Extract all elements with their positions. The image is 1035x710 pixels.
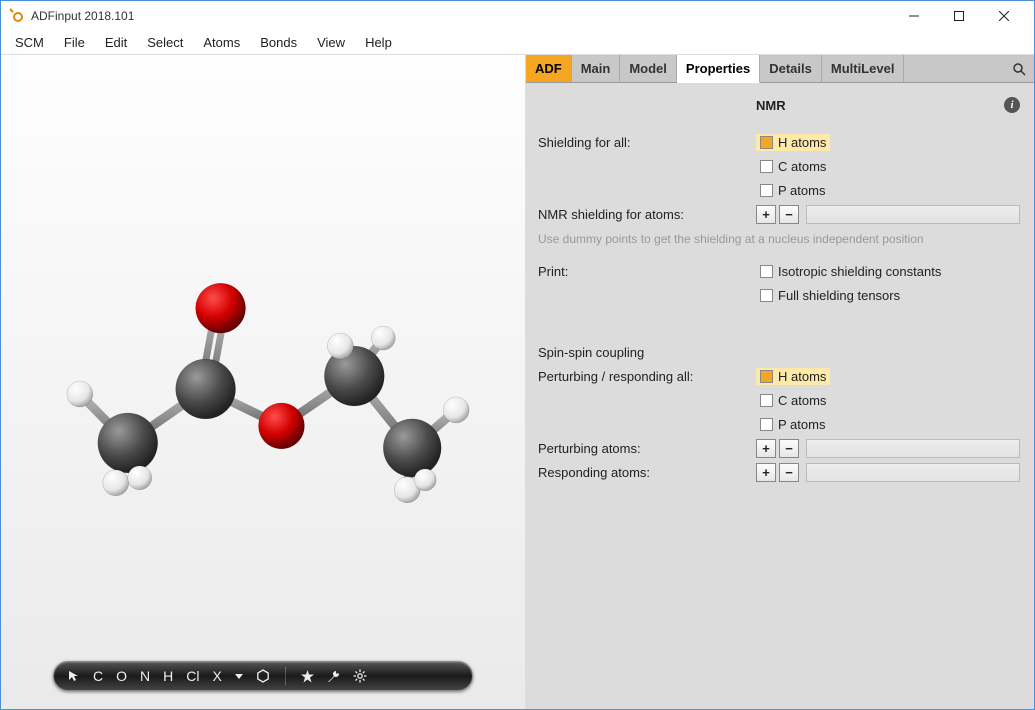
checkbox-p-atoms[interactable]: P atoms: [756, 182, 829, 199]
add-button[interactable]: +: [756, 205, 776, 224]
atom-list-field[interactable]: [806, 463, 1020, 482]
menu-view[interactable]: View: [309, 33, 353, 52]
molecule-render: [1, 55, 525, 709]
tab-details[interactable]: Details: [760, 55, 822, 82]
checkbox-full-shielding-tensors[interactable]: Full shielding tensors: [756, 287, 904, 304]
tab-adf[interactable]: ADF: [526, 55, 572, 82]
toolbar-arrow-icon[interactable]: [68, 670, 80, 682]
toolbar-star-icon[interactable]: [301, 670, 314, 683]
toolbar-gear-icon[interactable]: [353, 669, 367, 683]
toolbar-X-icon[interactable]: X: [213, 668, 222, 684]
viewport-toolbar: CONH Cl X: [53, 661, 473, 691]
toolbar-N-icon[interactable]: N: [140, 668, 150, 684]
field-label: Perturbing atoms:: [536, 441, 756, 456]
close-button[interactable]: [981, 2, 1026, 31]
app-icon: [9, 8, 25, 24]
remove-button[interactable]: −: [779, 463, 799, 482]
toolbar-H-icon[interactable]: H: [163, 668, 173, 684]
panel-title: NMR: [756, 98, 1004, 113]
minimize-button[interactable]: [891, 2, 936, 31]
search-icon[interactable]: [1004, 55, 1034, 82]
toolbar-dropdown-icon[interactable]: [235, 672, 243, 680]
app-window: ADFinput 2018.101 SCMFileEditSelectAtoms…: [0, 0, 1035, 710]
add-button[interactable]: +: [756, 439, 776, 458]
toolbar-O-icon[interactable]: O: [116, 668, 127, 684]
toolbar-ring-icon[interactable]: [256, 669, 270, 683]
checkbox-c-atoms[interactable]: C atoms: [756, 158, 830, 175]
tab-properties[interactable]: Properties: [677, 55, 760, 83]
window-title: ADFinput 2018.101: [31, 9, 134, 23]
checkbox-h-atoms[interactable]: H atoms: [756, 368, 830, 385]
maximize-button[interactable]: [936, 2, 981, 31]
checkbox-isotropic-shielding-constants[interactable]: Isotropic shielding constants: [756, 263, 945, 280]
menu-select[interactable]: Select: [139, 33, 191, 52]
section-label: Spin-spin coupling: [536, 345, 756, 360]
hint-text: Use dummy points to get the shielding at…: [538, 232, 1020, 246]
field-label: Perturbing / responding all:: [536, 369, 756, 384]
titlebar: ADFinput 2018.101: [1, 1, 1034, 31]
menu-file[interactable]: File: [56, 33, 93, 52]
toolbar-wrench-icon[interactable]: [327, 670, 340, 683]
field-label: NMR shielding for atoms:: [536, 207, 756, 222]
menu-atoms[interactable]: Atoms: [195, 33, 248, 52]
field-label: Responding atoms:: [536, 465, 756, 480]
molecule-viewport[interactable]: CONH Cl X: [1, 55, 526, 709]
tab-model[interactable]: Model: [620, 55, 677, 82]
tab-multilevel[interactable]: MultiLevel: [822, 55, 905, 82]
checkbox-h-atoms[interactable]: H atoms: [756, 134, 830, 151]
toolbar-C-icon[interactable]: C: [93, 668, 103, 684]
remove-button[interactable]: −: [779, 439, 799, 458]
menu-scm[interactable]: SCM: [7, 33, 52, 52]
checkbox-p-atoms[interactable]: P atoms: [756, 416, 829, 433]
tab-main[interactable]: Main: [572, 55, 621, 82]
remove-button[interactable]: −: [779, 205, 799, 224]
panel-body: NMR i Shielding for all:H atomsC atomsP …: [526, 83, 1034, 709]
checkbox-c-atoms[interactable]: C atoms: [756, 392, 830, 409]
menu-bonds[interactable]: Bonds: [252, 33, 305, 52]
field-label: Shielding for all:: [536, 135, 756, 150]
menu-edit[interactable]: Edit: [97, 33, 135, 52]
info-icon[interactable]: i: [1004, 97, 1020, 113]
atom-list-field[interactable]: [806, 439, 1020, 458]
menubar: SCMFileEditSelectAtomsBondsViewHelp: [1, 31, 1034, 55]
menu-help[interactable]: Help: [357, 33, 400, 52]
toolbar-Cl-icon[interactable]: Cl: [186, 668, 199, 684]
field-label: Print:: [536, 264, 756, 279]
properties-panel: ADFMainModelPropertiesDetailsMultiLevel …: [526, 55, 1034, 709]
add-button[interactable]: +: [756, 463, 776, 482]
atom-list-field[interactable]: [806, 205, 1020, 224]
tabbar: ADFMainModelPropertiesDetailsMultiLevel: [526, 55, 1034, 83]
